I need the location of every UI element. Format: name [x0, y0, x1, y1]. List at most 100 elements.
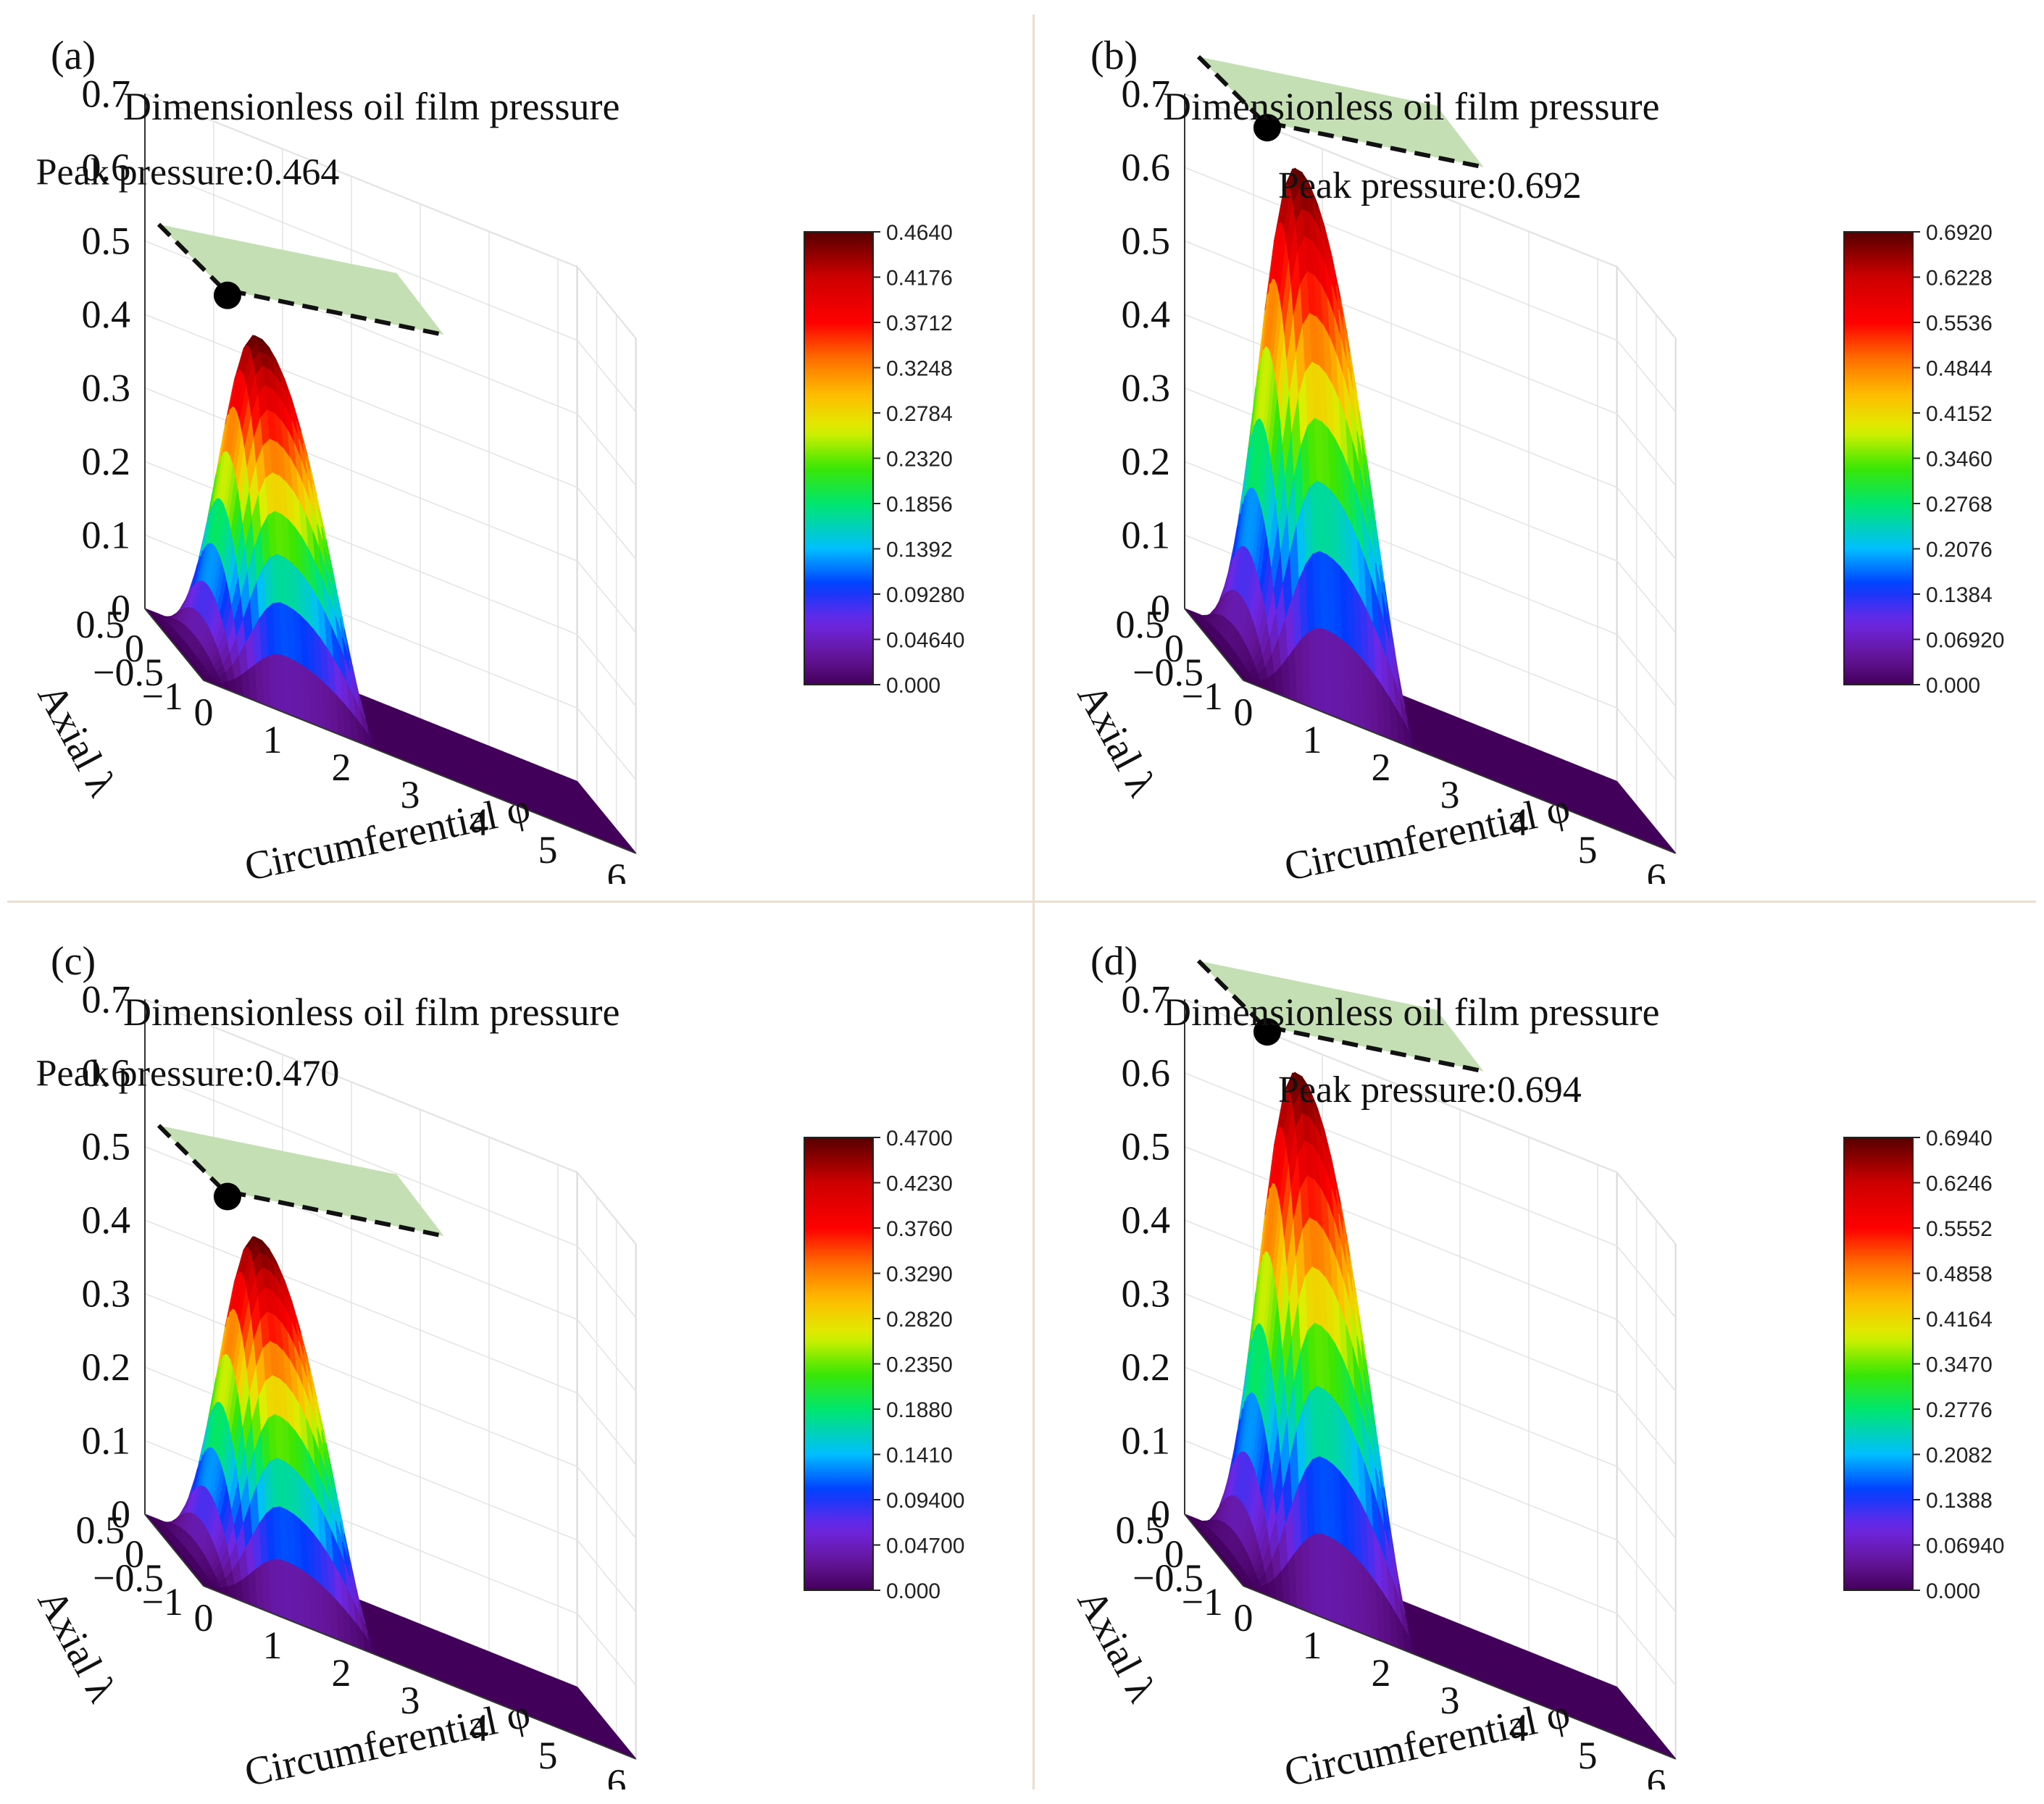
- z-tick-label: 0.5: [82, 1125, 131, 1169]
- z-tick-label: 0.6: [82, 1051, 131, 1095]
- colorbar-tick-label: 0.6920: [1926, 221, 1993, 245]
- colorbar-tick-label: 0.4176: [886, 267, 953, 291]
- x-tick-label: 0: [194, 1596, 214, 1640]
- colorbar: 0.46400.41760.37120.32480.27840.23200.18…: [804, 221, 964, 698]
- peak-marker: [1253, 114, 1281, 142]
- colorbar-tick-label: 0.3460: [1926, 448, 1993, 472]
- chart-svg: (b) Dimensionless oil film pressure 0 0.1 0.…: [1069, 33, 2005, 884]
- peak-plane-edge: [157, 222, 445, 337]
- x-tick-label: 1: [263, 718, 283, 761]
- colorbar-tick-label: 0.4700: [886, 1127, 953, 1151]
- z-tick-label: 0.7: [82, 978, 131, 1022]
- colorbar-tick-label: 0.06920: [1926, 629, 2004, 653]
- colorbar-gradient: [1843, 231, 1914, 685]
- colorbar-tick-label: 0.2820: [886, 1308, 953, 1332]
- surface: [1184, 1072, 1677, 1760]
- z-tick-label: 0.3: [82, 1272, 131, 1316]
- colorbar-tick-label: 0.4640: [886, 221, 953, 245]
- x-tick-label: 0: [194, 690, 214, 734]
- colorbar-tick-label: 0.1856: [886, 493, 953, 517]
- y-tick-label: 0.5: [76, 603, 125, 646]
- y-axis-title: Axial λ: [1069, 677, 1164, 803]
- colorbar-tick-label: 0.1410: [886, 1444, 953, 1468]
- z-tick-label: 0: [111, 587, 130, 630]
- colorbar: 0.69200.62280.55360.48440.41520.34600.27…: [1843, 221, 2004, 698]
- peak-annotation: Peak pressure:0.470: [36, 1053, 340, 1095]
- y-tick-label: 0: [125, 1532, 144, 1576]
- labels: (a)Dimensionless oil film pressure00.10.…: [29, 33, 627, 884]
- colorbar-tick-label: 0.000: [1926, 674, 1980, 698]
- z-tick-label: 0.1: [82, 1419, 131, 1463]
- colorbar-tick-label: 0.2320: [886, 448, 953, 472]
- y-axis-line: [144, 1513, 204, 1587]
- colorbar-tick-label: 0.1392: [886, 538, 953, 562]
- y-axis-line: [144, 608, 204, 681]
- panel-label: (a): [51, 33, 96, 78]
- side-wall: [1616, 264, 1677, 856]
- x-tick-label: 3: [1440, 773, 1460, 817]
- colorbar-tick-label: 0.4844: [1926, 357, 1993, 381]
- colorbar-tick-label: 0.04640: [886, 629, 964, 653]
- colorbar-tick-label: 0.4230: [886, 1172, 953, 1196]
- x-tick-label: 6: [607, 1761, 627, 1790]
- y-tick-label: −0.5: [1132, 651, 1204, 694]
- y-tick-label: 0.5: [1116, 603, 1165, 646]
- x-axis-title: Circumferential φ: [1280, 785, 1574, 884]
- axes: [1184, 55, 1676, 854]
- y-tick-label: −1: [142, 1580, 183, 1624]
- y-axis-line: [1184, 608, 1244, 681]
- x-axis-title: Circumferential φ: [241, 785, 534, 884]
- y-tick-label: 0: [125, 627, 144, 670]
- x-axis-line: [203, 680, 636, 854]
- x-tick-label: 1: [1303, 718, 1322, 761]
- colorbar-tick-label: 0.000: [886, 1579, 940, 1603]
- peak-plane-edge: [1196, 55, 1485, 170]
- z-tick-label: 0.4: [82, 293, 131, 336]
- axes: [144, 93, 636, 854]
- horizontal-divider: [7, 901, 2036, 903]
- peak-marker: [214, 1182, 241, 1211]
- colorbar-tick-label: 0.09280: [886, 583, 964, 607]
- x-tick-label: 5: [538, 1734, 558, 1777]
- y-tick-label: −1: [1182, 675, 1223, 718]
- colorbar-tick-label: 0.2768: [1926, 493, 1993, 517]
- y-tick-label: −0.5: [93, 1556, 164, 1600]
- chart-title: Dimensionless oil film pressure: [1163, 85, 1659, 128]
- peak-plane: [159, 1125, 444, 1236]
- colorbar-tick-label: 0.5536: [1926, 312, 1993, 335]
- z-tick-label: 0.1: [82, 514, 131, 557]
- x-tick-label: 2: [332, 1651, 351, 1695]
- y-tick-label: −0.5: [93, 651, 164, 694]
- panel-c: (c) Dimensionless oil film pressure 0 0.1 0.…: [14, 920, 1022, 1790]
- peak-plane-edge: [157, 1124, 445, 1238]
- x-tick-label: 6: [607, 856, 627, 884]
- colorbar-tick-label: 0.2784: [886, 402, 953, 426]
- x-tick-label: 2: [332, 746, 351, 789]
- chart-svg: (c)Dimensionless oil film pressure00.10.…: [29, 939, 965, 1790]
- x-tick-label: 5: [538, 828, 558, 872]
- z-tick-label: 0.6: [1122, 146, 1171, 189]
- z-tick-label: 0.2: [82, 1345, 131, 1389]
- z-tick-label: 0.4: [1122, 293, 1171, 336]
- z-tick-label: 0.4: [82, 1198, 131, 1242]
- side-wall: [576, 264, 637, 856]
- z-tick-label: 0.1: [1122, 514, 1171, 557]
- x-axis-line: [203, 1585, 636, 1760]
- z-tick-label: 0.3: [82, 367, 131, 410]
- z-tick-label: 0.7: [82, 72, 131, 116]
- peak-annotation: Peak pressure:0.464: [36, 152, 340, 193]
- x-tick-label: 3: [401, 773, 420, 817]
- y-axis-title: Axial λ: [29, 677, 125, 803]
- z-tick-label: 0: [1151, 587, 1170, 630]
- axes: [144, 999, 636, 1760]
- colorbar-tick-label: 0.1880: [886, 1398, 953, 1422]
- panel-label: (b): [1090, 33, 1138, 78]
- colorbar-tick-label: 0.6228: [1926, 267, 1993, 291]
- x-tick-label: 4: [470, 1706, 489, 1750]
- x-tick-label: 4: [470, 801, 489, 844]
- colorbar-tick-label: 0.3760: [886, 1217, 953, 1241]
- z-tick-label: 0: [111, 1492, 130, 1536]
- colorbar-tick-label: 0.1384: [1926, 583, 1993, 607]
- y-axis-title: Axial λ: [29, 1582, 125, 1709]
